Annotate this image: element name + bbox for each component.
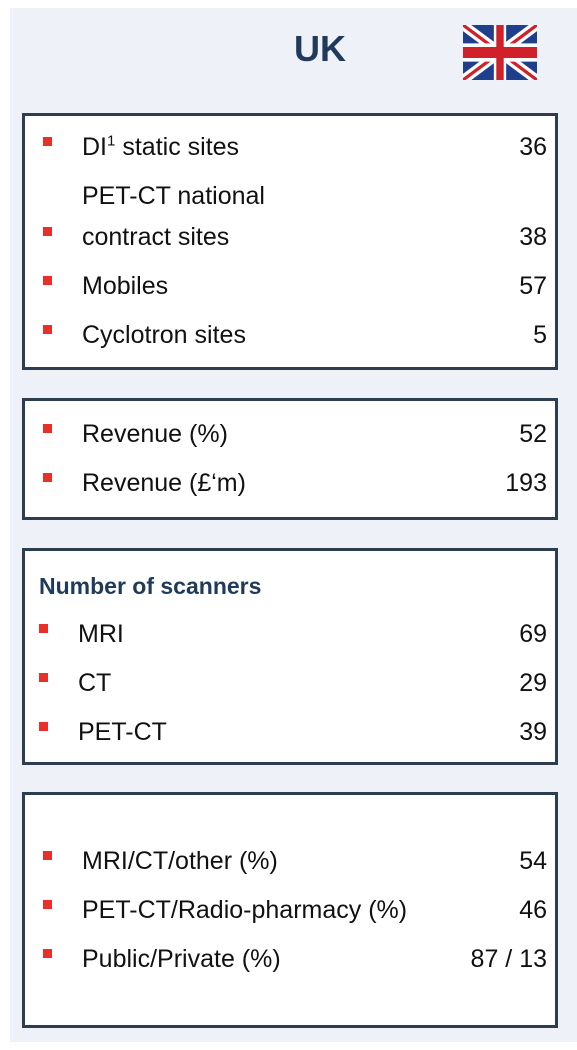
item-value: 52 — [519, 420, 547, 448]
uk-flag — [463, 25, 537, 80]
list-row: Revenue (£‘m) 193 — [25, 463, 555, 504]
bullet — [43, 325, 52, 334]
bullet — [43, 227, 52, 236]
label-text: MRI — [78, 620, 124, 648]
label-text: PET-CT — [78, 718, 167, 746]
label-text: Mobiles — [82, 272, 169, 300]
item-value: 46 — [519, 895, 547, 924]
label-suffix: static sites — [122, 133, 240, 161]
item-value: 38 — [519, 223, 547, 251]
item-label: MRI/CT/other (%) — [82, 841, 519, 882]
bullet — [39, 722, 48, 731]
list-row: CT 29 — [25, 663, 555, 704]
bullet — [43, 424, 52, 433]
info-box: DI1 static sites 36 PET-CT national contrac… — [22, 113, 558, 370]
item-value: 29 — [519, 669, 547, 697]
label-text: PET-CT national contract sites — [82, 182, 265, 251]
item-value: 5 — [533, 321, 547, 349]
label-text: CT — [78, 669, 112, 697]
item-label: CT — [78, 663, 328, 704]
item-value: 39 — [519, 718, 547, 746]
item-label: Mobiles — [82, 266, 332, 307]
info-box: MRI/CT/other (%) 54 PET-CT/Radio-pharmacy … — [22, 792, 558, 1028]
bullet — [43, 948, 52, 958]
item-label: Public/Private (%) — [82, 939, 471, 980]
list-row: Revenue (%) 52 — [25, 414, 555, 455]
bullet — [39, 624, 48, 633]
bullet — [43, 899, 52, 909]
item-label: PET-CT/Radio-pharmacy (%) — [82, 890, 519, 931]
bullet — [43, 137, 52, 146]
item-label: Cyclotron sites — [82, 315, 332, 356]
list-row: PET-CT 39 — [25, 712, 555, 753]
list-row: Public/Private (%) 87 / 13 — [25, 939, 555, 980]
bullet — [43, 276, 52, 285]
label-text: Public/Private (%) — [82, 944, 281, 973]
label-text: Cyclotron sites — [82, 321, 246, 349]
item-label: Revenue (%) — [82, 414, 332, 455]
label-text: Revenue (%) — [82, 420, 228, 448]
item-value: 57 — [519, 272, 547, 300]
superscript: 1 — [107, 132, 116, 150]
item-label: PET-CT national contract sites — [82, 176, 332, 258]
info-box: Number of scanners MRI 69 CT 29 PET-CT 39 — [22, 548, 558, 765]
label-text: DI — [82, 133, 107, 161]
list-row: MRI/CT/other (%) 54 — [25, 841, 555, 882]
bullet — [39, 673, 48, 682]
item-label: Revenue (£‘m) — [82, 463, 332, 504]
info-box: Revenue (%) 52 Revenue (£‘m) 193 — [22, 398, 558, 520]
list-row: Cyclotron sites 5 — [25, 315, 555, 356]
list-row: Mobiles 57 — [25, 266, 555, 307]
title: UK — [294, 28, 346, 69]
box-heading: Number of scanners — [39, 573, 262, 599]
item-value: 69 — [519, 620, 547, 648]
bullet — [43, 473, 52, 482]
item-label: DI1 static sites — [82, 127, 332, 168]
list-row: PET-CT/Radio-pharmacy (%) 46 — [25, 890, 555, 931]
label-text: MRI/CT/other (%) — [82, 846, 278, 875]
item-value: 87 / 13 — [470, 944, 547, 973]
bullet — [43, 850, 52, 860]
label-text: Revenue (£‘m) — [82, 469, 246, 497]
item-value: 36 — [519, 133, 547, 161]
item-value: 193 — [505, 469, 547, 497]
list-row: PET-CT national contract sites 38 — [25, 176, 555, 258]
list-row: MRI 69 — [25, 614, 555, 655]
item-label: MRI — [78, 614, 328, 655]
item-label: PET-CT — [78, 712, 328, 753]
label-text: PET-CT/Radio-pharmacy (%) — [82, 895, 408, 924]
item-value: 54 — [519, 846, 547, 875]
list-row: DI1 static sites 36 — [25, 127, 555, 168]
